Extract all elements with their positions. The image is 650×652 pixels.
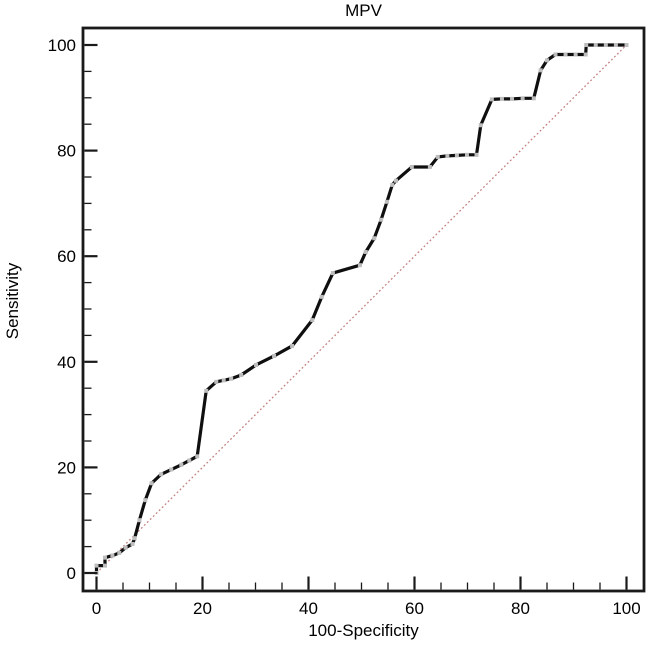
data-point-marker [137,518,142,523]
data-point-marker [474,152,479,157]
data-point-marker [390,182,395,187]
data-point-marker [613,43,618,47]
y-tick-label: 20 [57,458,76,477]
data-point-marker [357,263,362,268]
y-tick-label: 0 [67,564,76,583]
data-point-marker [149,481,154,486]
y-tick-label: 100 [48,36,76,55]
data-point-marker [94,563,99,568]
data-point-marker [624,43,629,47]
y-axis-label: Sensitivity [3,262,22,340]
data-point-marker [499,96,504,101]
data-point-marker [563,52,568,57]
x-tick-label: 60 [405,599,424,618]
data-point-marker [169,467,174,472]
data-point-marker [130,541,135,546]
data-point-marker [379,217,384,222]
data-point-marker [117,550,122,555]
data-point-marker [221,378,226,383]
y-tick-label: 40 [57,353,76,372]
data-point-marker [363,249,368,254]
data-point-marker [290,343,295,348]
data-point-marker [179,462,184,467]
x-tick-label: 80 [511,599,530,618]
data-point-marker [409,164,414,169]
data-point-marker [187,458,192,463]
data-point-marker [239,373,244,377]
data-point-marker [520,96,525,101]
data-point-marker [195,454,200,459]
data-point-marker [583,52,588,57]
data-point-marker [603,43,608,47]
data-point-marker [319,294,324,299]
data-point-marker [132,536,137,541]
data-point-marker [204,388,209,393]
data-point-marker [454,153,459,158]
plot-frame [81,26,646,593]
data-point-marker [372,236,377,241]
data-point-marker [538,68,543,73]
data-point-marker [272,353,277,358]
data-point-marker [123,545,128,550]
axis-ticks [84,43,628,590]
data-point-marker [435,154,440,159]
data-point-marker [464,152,469,157]
x-tick-label: 100 [612,599,640,618]
y-tick-label: 80 [57,142,76,161]
data-point-marker [102,563,107,568]
data-point-marker [593,43,598,47]
reference-line [96,44,627,574]
x-tick-label: 0 [92,599,101,618]
data-point-marker [159,472,164,477]
data-point-marker [445,153,450,158]
data-point-marker [310,318,315,323]
data-point-marker [384,199,389,204]
x-axis-label: 100-Specificity [308,621,419,640]
x-tick-label: 40 [299,599,318,618]
data-point-marker [330,271,335,276]
y-tick-label: 60 [57,247,76,266]
data-point-marker [553,52,558,57]
chart-title: MPV [345,1,382,20]
data-point-marker [478,123,483,128]
data-point-marker [427,164,432,169]
data-point-marker [254,362,259,367]
data-point-marker [214,379,219,384]
data-point-marker [573,52,578,57]
data-point-marker [545,58,549,63]
data-point-marker [531,96,536,101]
data-point-marker [489,97,494,102]
data-point-marker [143,498,148,503]
data-point-marker [102,555,107,560]
roc-curve-markers [94,43,629,575]
data-point-marker [584,43,589,47]
x-tick-labels: 0 20 40 60 80 100 [92,599,641,618]
data-point-marker [229,376,234,381]
data-point-marker [393,178,398,183]
data-point-marker [110,553,115,558]
x-tick-label: 20 [193,599,212,618]
data-point-marker [510,96,515,101]
y-tick-labels: 0 20 40 60 80 100 [48,36,76,583]
